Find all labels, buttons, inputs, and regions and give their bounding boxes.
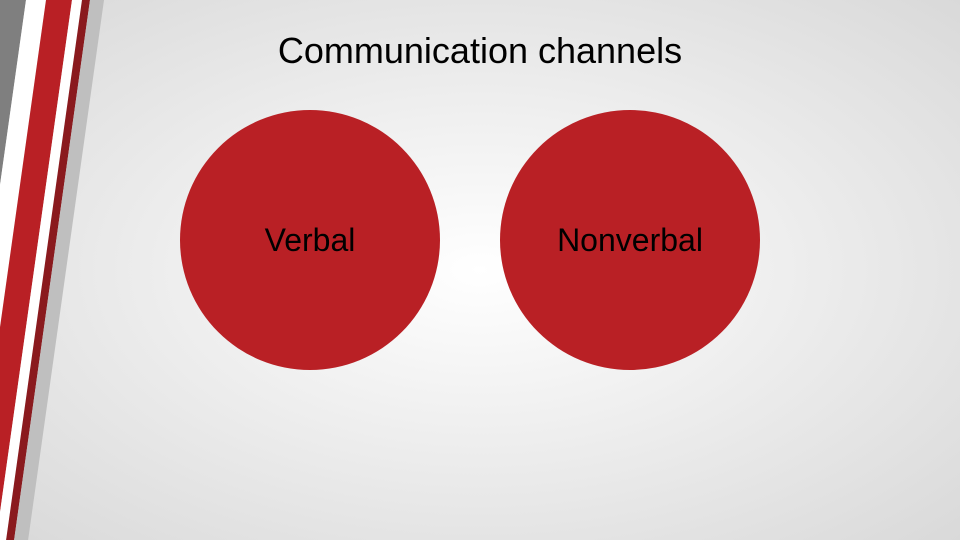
circle-verbal: Verbal	[180, 110, 440, 370]
slide: Communication channels Verbal Nonverbal	[0, 0, 960, 540]
circle-nonverbal: Nonverbal	[500, 110, 760, 370]
slide-title: Communication channels	[0, 30, 960, 72]
circle-label-verbal: Verbal	[265, 222, 356, 259]
circle-label-nonverbal: Nonverbal	[557, 222, 703, 259]
